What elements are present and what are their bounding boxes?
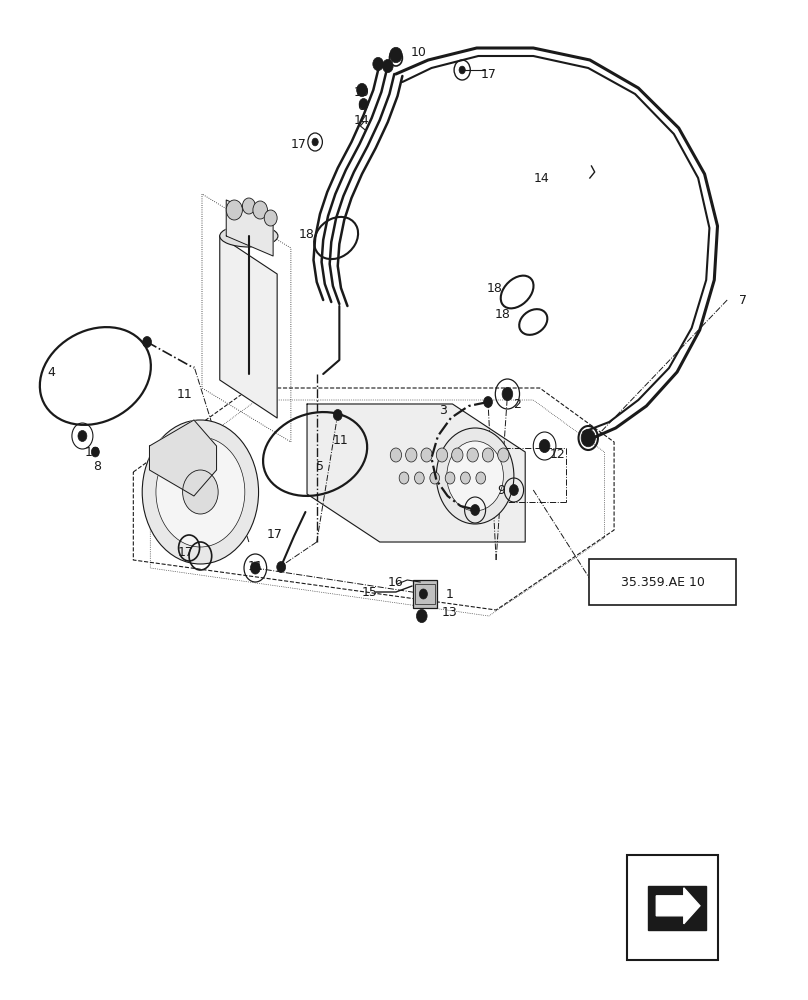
FancyBboxPatch shape: [588, 559, 737, 605]
Circle shape: [421, 448, 432, 462]
Circle shape: [356, 83, 368, 97]
Circle shape: [447, 441, 503, 511]
Text: 14: 14: [353, 113, 369, 126]
Bar: [415, 584, 436, 604]
Circle shape: [498, 448, 509, 462]
Text: 8: 8: [93, 460, 101, 474]
Circle shape: [399, 472, 409, 484]
Circle shape: [226, 200, 242, 220]
Circle shape: [142, 420, 259, 564]
Polygon shape: [149, 420, 217, 496]
Circle shape: [581, 429, 595, 447]
Bar: [627, 855, 718, 960]
Circle shape: [467, 448, 478, 462]
Text: 18: 18: [486, 282, 503, 294]
Circle shape: [459, 66, 465, 74]
Text: 11: 11: [333, 434, 349, 446]
Text: 13: 13: [441, 605, 457, 618]
Circle shape: [382, 59, 393, 73]
Circle shape: [445, 472, 455, 484]
Text: 12: 12: [549, 448, 566, 460]
Polygon shape: [648, 886, 706, 930]
Text: 17: 17: [481, 68, 497, 81]
Text: 15: 15: [362, 585, 378, 598]
Text: 5: 5: [316, 460, 324, 473]
Circle shape: [482, 448, 494, 462]
Circle shape: [264, 210, 277, 226]
Circle shape: [312, 138, 318, 146]
Circle shape: [359, 99, 368, 109]
Text: 13: 13: [84, 446, 100, 458]
Circle shape: [406, 448, 417, 462]
Polygon shape: [226, 200, 273, 256]
Text: 18: 18: [494, 308, 511, 322]
Polygon shape: [656, 888, 700, 924]
Text: 17: 17: [178, 546, 194, 558]
Circle shape: [539, 439, 550, 453]
Bar: [413, 580, 437, 608]
Circle shape: [430, 472, 440, 484]
Circle shape: [250, 562, 260, 574]
Text: 17: 17: [291, 138, 307, 151]
Circle shape: [436, 428, 514, 524]
Text: 10: 10: [410, 45, 427, 58]
Circle shape: [91, 447, 99, 457]
Circle shape: [390, 448, 402, 462]
Circle shape: [78, 430, 87, 442]
Polygon shape: [307, 404, 525, 542]
Circle shape: [156, 437, 245, 547]
Circle shape: [333, 410, 343, 420]
Polygon shape: [220, 236, 277, 418]
Circle shape: [502, 387, 513, 401]
Circle shape: [253, 201, 267, 219]
Text: 2: 2: [513, 398, 521, 412]
Circle shape: [476, 472, 486, 484]
Text: 11: 11: [247, 560, 263, 572]
Circle shape: [389, 47, 402, 63]
Text: 35.359.AE 10: 35.359.AE 10: [621, 576, 705, 588]
Text: 3: 3: [439, 403, 447, 416]
Circle shape: [461, 472, 470, 484]
Circle shape: [419, 589, 427, 599]
Circle shape: [452, 448, 463, 462]
Text: 7: 7: [739, 294, 747, 306]
Text: 17: 17: [267, 528, 283, 540]
Circle shape: [416, 609, 427, 623]
Ellipse shape: [220, 225, 278, 247]
Text: 11: 11: [176, 388, 192, 401]
Text: 1: 1: [445, 588, 453, 601]
Text: 18: 18: [299, 228, 315, 240]
Text: 6: 6: [357, 100, 365, 112]
Circle shape: [436, 448, 448, 462]
Text: 9: 9: [497, 484, 505, 496]
Text: 4: 4: [48, 365, 56, 378]
Circle shape: [142, 336, 151, 348]
Circle shape: [372, 57, 384, 71]
Circle shape: [276, 562, 286, 572]
Text: 16: 16: [388, 576, 404, 588]
Circle shape: [415, 472, 424, 484]
Text: 10: 10: [353, 86, 369, 99]
Circle shape: [510, 485, 519, 495]
Circle shape: [483, 396, 493, 408]
Text: 14: 14: [533, 172, 549, 184]
Circle shape: [183, 470, 218, 514]
Circle shape: [470, 504, 480, 516]
Circle shape: [242, 198, 255, 214]
